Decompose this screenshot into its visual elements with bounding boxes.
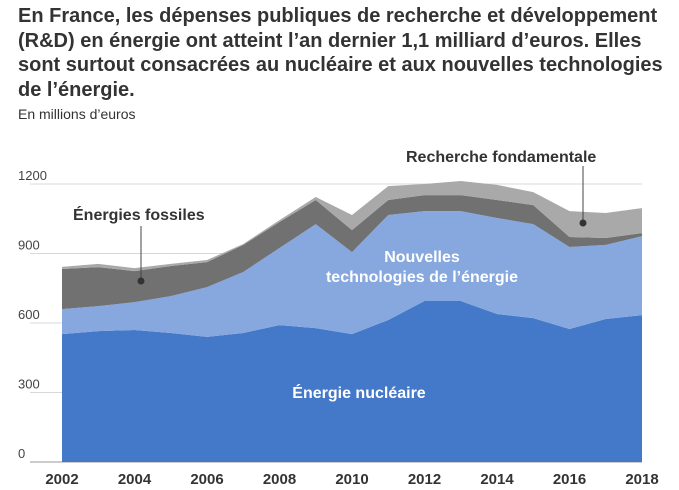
label-nte-line1: Nouvelles <box>384 249 460 266</box>
area-series-3 <box>62 180 642 272</box>
label-research: Recherche fondamentale <box>406 149 596 166</box>
area-series-2 <box>62 195 642 310</box>
y-tick-label: 300 <box>18 377 40 392</box>
area-series-1 <box>62 211 642 337</box>
fossil-leader-dot <box>137 277 145 285</box>
label-nte-line2: technologies de l’énergie <box>326 269 518 286</box>
y-tick-label: 1200 <box>18 168 47 183</box>
x-tick-label: 2018 <box>625 471 658 488</box>
x-tick-label: 2014 <box>480 471 514 488</box>
x-tick-label: 2010 <box>335 471 368 488</box>
label-nuclear: Énergie nucléaire <box>292 383 425 402</box>
y-tick-label: 0 <box>18 446 25 461</box>
x-tick-label: 2006 <box>190 471 223 488</box>
research-leader-dot <box>579 219 587 227</box>
x-tick-label: 2012 <box>408 471 441 488</box>
y-tick-label: 600 <box>18 307 40 322</box>
x-tick-label: 2002 <box>45 471 78 488</box>
x-tick-label: 2016 <box>553 471 586 488</box>
y-tick-label: 900 <box>18 238 40 253</box>
y-axis-unit-label: En millions d’euros <box>18 106 136 122</box>
area-series-0 <box>62 300 642 462</box>
x-tick-label: 2004 <box>118 471 152 488</box>
label-fossil: Énergies fossiles <box>73 205 205 224</box>
x-tick-label: 2008 <box>263 471 296 488</box>
chart-title: En France, les dépenses publiques de rec… <box>18 5 663 101</box>
